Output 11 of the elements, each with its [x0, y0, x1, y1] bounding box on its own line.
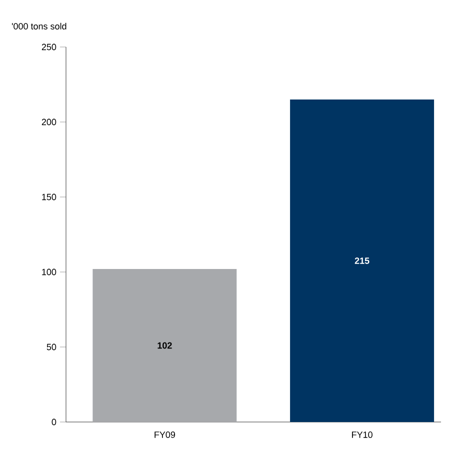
- y-tick-label: 200: [42, 118, 56, 126]
- data-label: 215: [354, 258, 370, 264]
- x-tick-label: FY09: [154, 432, 176, 438]
- y-tick-label: 150: [42, 194, 56, 200]
- y-tick-label: 50: [46, 344, 56, 350]
- y-tick-label: 250: [42, 44, 56, 50]
- x-tick-label: FY10: [352, 432, 372, 438]
- y-tick-label: 0: [52, 418, 56, 426]
- y-tick-label: 100: [42, 268, 56, 276]
- y-axis-title: '000 tons sold: [12, 22, 66, 30]
- data-label: 102: [158, 342, 172, 349]
